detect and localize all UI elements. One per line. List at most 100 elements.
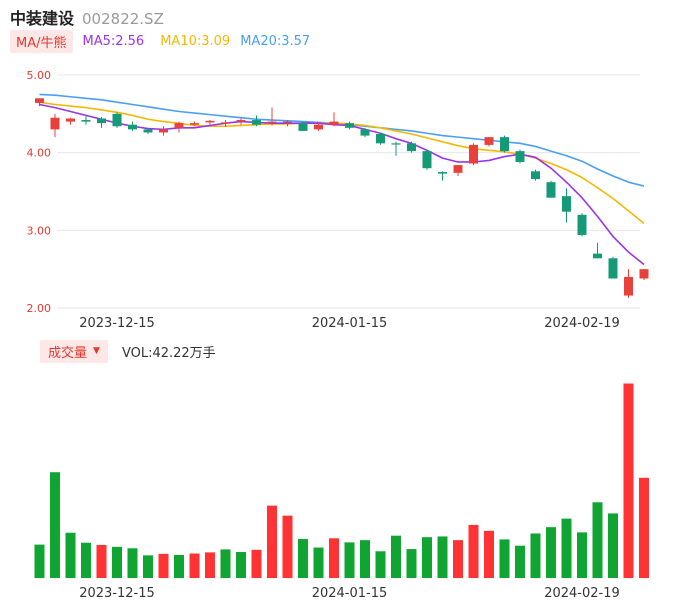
candle-body — [469, 144, 478, 164]
candle-body — [345, 123, 354, 128]
candle — [624, 269, 633, 298]
candle-body — [422, 151, 432, 169]
candle-body — [174, 123, 184, 128]
candle-body — [221, 122, 230, 124]
volume-bar — [577, 532, 587, 578]
volume-bar — [81, 542, 91, 578]
candle-body — [546, 182, 556, 198]
candle — [298, 121, 308, 131]
volume-bar — [282, 515, 293, 578]
volume-bar — [468, 524, 479, 578]
volume-bar — [189, 553, 200, 578]
volume-bar — [174, 554, 184, 578]
candle — [267, 107, 277, 126]
candle-body — [376, 134, 385, 144]
candle — [66, 117, 75, 125]
volume-x-tick-label: 2024-01-15 — [312, 586, 388, 601]
candle-body — [407, 143, 416, 152]
candle — [236, 118, 246, 125]
candle — [221, 120, 230, 128]
candle-body — [624, 276, 633, 296]
volume-bar — [515, 545, 525, 578]
ma-lines — [39, 93, 645, 266]
candle — [484, 137, 494, 147]
caret-down-icon: ▼ — [93, 346, 100, 356]
stock-code: 002822.SZ — [82, 10, 164, 28]
candle — [577, 213, 587, 237]
candle-body — [298, 123, 308, 131]
candle-body — [35, 98, 44, 103]
candle — [112, 112, 122, 128]
candle — [252, 115, 261, 127]
price-x-tick-label: 2024-01-15 — [312, 316, 388, 331]
ma-indicator-button[interactable]: MA/牛熊 — [10, 29, 73, 53]
volume-bar — [50, 472, 60, 578]
price-x-tick-label: 2024-02-19 — [544, 316, 620, 331]
candle-body — [329, 121, 339, 125]
price-grid — [57, 74, 640, 309]
candle — [128, 121, 137, 131]
candle — [515, 149, 525, 164]
candle — [314, 123, 323, 131]
volume-bar — [112, 546, 122, 578]
candle-body — [484, 137, 494, 145]
candle — [283, 120, 292, 127]
candle — [174, 121, 184, 133]
candle-body — [500, 137, 509, 152]
candle — [360, 127, 370, 138]
candle — [391, 141, 401, 156]
volume-bar — [205, 552, 215, 578]
volume-legend: 成交量 ▼ VOL:42.22万手 — [40, 339, 216, 363]
volume-bar — [158, 553, 169, 578]
price-x-axis: 2023-12-15 2024-01-15 2024-02-19 — [79, 316, 620, 331]
candle-body — [438, 172, 447, 174]
candle — [205, 120, 215, 125]
volume-x-tick-label: 2023-12-15 — [79, 586, 155, 601]
candle — [593, 242, 602, 259]
ma-legend: MA/牛熊 MA5:2.56 MA10:3.09 MA20:3.57 — [10, 29, 311, 53]
ma10-label: MA10:3.09 — [160, 33, 231, 49]
volume-indicator-button[interactable]: 成交量 ▼ — [40, 339, 108, 363]
candle-body — [81, 120, 91, 122]
candle-body — [639, 269, 649, 279]
candle — [422, 149, 432, 170]
candle-body — [608, 258, 618, 279]
candle — [531, 169, 540, 181]
candle-body — [267, 121, 277, 124]
candle-body — [236, 120, 246, 122]
ma5-line — [39, 103, 645, 266]
volume-value: VOL:42.22万手 — [121, 345, 216, 361]
candle-body — [112, 113, 122, 127]
volume-bar — [453, 540, 463, 578]
candle-body — [190, 123, 199, 125]
volume-bar — [592, 502, 603, 578]
volume-bar — [65, 532, 76, 578]
volume-bar — [375, 551, 386, 578]
candle — [500, 135, 509, 153]
volume-bar — [561, 518, 572, 578]
candlestick-series — [35, 98, 649, 298]
volume-bar — [639, 477, 649, 578]
volume-bar — [530, 533, 541, 578]
candle — [97, 116, 106, 128]
candle — [143, 127, 153, 135]
volume-bar — [499, 539, 510, 578]
candle-body — [593, 253, 602, 259]
volume-bar — [422, 537, 432, 578]
volume-bar — [267, 505, 277, 578]
candle-body — [97, 118, 106, 124]
candle — [546, 180, 556, 198]
price-y-axis: 5.00 4.00 3.00 2.00 — [27, 69, 52, 315]
candle-body — [283, 121, 292, 124]
ma10-line — [39, 101, 645, 224]
volume-bar — [313, 547, 324, 578]
price-y-tick-label: 4.00 — [27, 147, 52, 160]
ma20-label: MA20:3.57 — [240, 33, 311, 49]
volume-x-tick-label: 2024-02-19 — [544, 586, 620, 601]
candle — [50, 113, 60, 138]
volume-bar — [623, 383, 634, 578]
candle-body — [531, 171, 540, 180]
candle-body — [391, 143, 401, 145]
candle — [345, 121, 354, 130]
